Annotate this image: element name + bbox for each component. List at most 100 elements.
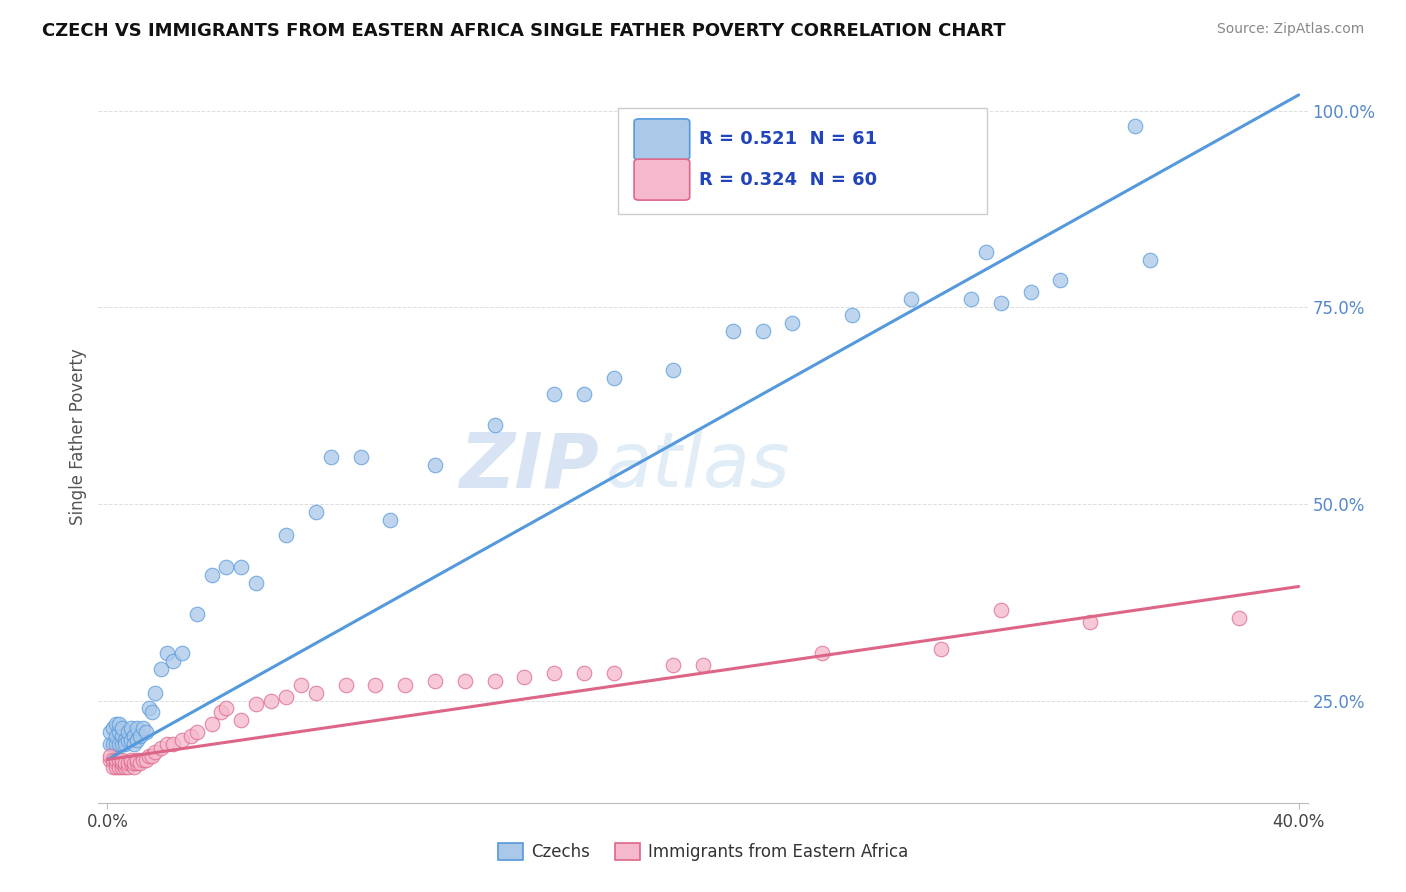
Point (186, 607, 208, 621)
Point (231, 559, 253, 574)
Point (1078, 615, 1101, 629)
Point (1049, 273, 1071, 287)
Point (305, 686, 328, 700)
Point (423, 673, 446, 688)
Point (751, 324, 773, 338)
Point (132, 721, 155, 735)
Point (129, 756, 152, 771)
Legend: Czechs, Immigrants from Eastern Africa: Czechs, Immigrants from Eastern Africa (491, 836, 915, 868)
Point (231, 713, 253, 727)
Point (120, 753, 142, 767)
Point (127, 732, 149, 747)
Point (543, 666, 565, 681)
Point (974, 245, 997, 260)
Text: ZIP: ZIP (461, 429, 600, 503)
Point (900, 293, 922, 307)
Point (662, 658, 685, 673)
Point (990, 603, 1012, 617)
Point (484, 418, 506, 433)
Point (290, 678, 312, 692)
Point (129, 729, 152, 743)
Point (108, 737, 131, 751)
Point (122, 756, 145, 771)
Point (692, 658, 714, 673)
Point (98, 748, 121, 763)
Point (543, 387, 565, 401)
Point (135, 725, 157, 739)
Point (105, 717, 128, 731)
Point (111, 729, 134, 743)
Point (103, 760, 125, 774)
Text: R = 0.324  N = 60: R = 0.324 N = 60 (699, 170, 877, 188)
Point (1019, 285, 1042, 299)
Point (186, 725, 208, 739)
Point (117, 756, 139, 771)
Point (120, 721, 142, 735)
Y-axis label: Single Father Poverty: Single Father Poverty (69, 349, 87, 525)
Point (98, 737, 121, 751)
Point (319, 450, 342, 464)
Point (960, 293, 983, 307)
Point (245, 575, 267, 590)
Point (1139, 253, 1161, 268)
Point (103, 737, 125, 751)
Point (117, 725, 139, 739)
Point (122, 760, 145, 774)
Point (143, 686, 166, 700)
Text: atlas: atlas (606, 429, 790, 503)
Point (274, 690, 297, 704)
Point (990, 296, 1012, 310)
Text: Source: ZipAtlas.com: Source: ZipAtlas.com (1216, 22, 1364, 37)
Point (132, 753, 155, 767)
Point (108, 753, 131, 767)
Point (929, 642, 952, 657)
Point (349, 450, 371, 464)
Point (156, 737, 179, 751)
Point (721, 324, 744, 338)
Point (108, 760, 131, 774)
Point (380, 513, 402, 527)
Point (149, 662, 172, 676)
Point (103, 753, 125, 767)
Point (138, 701, 160, 715)
Point (513, 670, 536, 684)
Point (200, 717, 222, 731)
Point (98, 725, 121, 739)
Point (117, 760, 139, 774)
Point (305, 505, 328, 519)
Point (180, 729, 202, 743)
Point (143, 745, 166, 759)
Point (245, 698, 267, 712)
Point (111, 756, 134, 771)
Point (135, 753, 157, 767)
FancyBboxPatch shape (619, 108, 987, 214)
Point (170, 646, 193, 660)
Point (105, 756, 128, 771)
Point (782, 316, 804, 330)
Point (335, 678, 357, 692)
Point (602, 371, 624, 385)
Point (215, 559, 238, 574)
Point (841, 308, 863, 322)
Point (200, 567, 222, 582)
Point (105, 737, 128, 751)
Point (662, 363, 685, 377)
Point (111, 760, 134, 774)
FancyBboxPatch shape (634, 119, 690, 160)
Point (572, 666, 595, 681)
Point (114, 756, 136, 771)
Point (602, 666, 624, 681)
Point (394, 678, 416, 692)
Text: R = 0.521  N = 61: R = 0.521 N = 61 (699, 130, 877, 148)
Point (127, 753, 149, 767)
Point (105, 760, 128, 774)
Point (111, 737, 134, 751)
Text: CZECH VS IMMIGRANTS FROM EASTERN AFRICA SINGLE FATHER POVERTY CORRELATION CHART: CZECH VS IMMIGRANTS FROM EASTERN AFRICA … (42, 22, 1005, 40)
Point (260, 693, 283, 707)
Point (484, 673, 506, 688)
Point (108, 725, 131, 739)
Point (120, 756, 142, 771)
Point (149, 740, 172, 755)
FancyBboxPatch shape (634, 159, 690, 200)
Point (111, 721, 134, 735)
